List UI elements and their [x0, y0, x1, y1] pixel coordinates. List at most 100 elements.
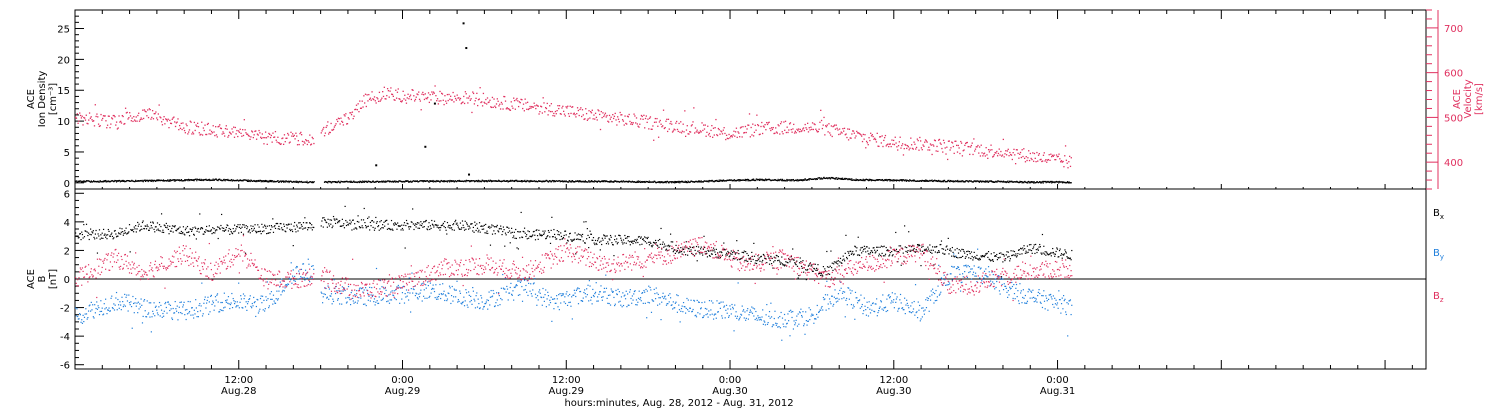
velocity-point — [116, 128, 119, 130]
density-point — [781, 178, 784, 181]
density-point — [268, 181, 270, 183]
velocity-point — [993, 154, 995, 156]
field-bx-point — [934, 246, 936, 248]
density-point — [1036, 181, 1039, 183]
velocity-point — [82, 124, 84, 126]
field-bx-point — [1039, 243, 1041, 246]
field-bx-point — [729, 255, 731, 257]
field-bx-point — [895, 248, 898, 250]
field-bx-point — [709, 255, 711, 257]
field-bx-point — [832, 269, 834, 272]
field-bx-point — [738, 253, 740, 255]
velocity-point — [462, 101, 464, 103]
field-bx-point — [970, 251, 973, 253]
velocity-point — [191, 133, 193, 135]
field-bx-point — [186, 225, 189, 228]
density-point — [473, 180, 475, 182]
velocity-point — [714, 127, 716, 129]
field-bx-point — [979, 258, 981, 261]
velocity-point — [812, 128, 815, 131]
density-point — [863, 179, 865, 182]
density-point — [684, 180, 686, 182]
field-by-point — [268, 305, 270, 307]
field-bx-point — [357, 215, 359, 217]
field-by-point — [173, 312, 175, 314]
field-bx-point — [437, 224, 439, 226]
velocity-point — [992, 155, 995, 157]
field-bx-point — [793, 259, 795, 261]
velocity-point — [445, 102, 448, 104]
field-bx-point — [158, 224, 161, 226]
velocity-point — [475, 97, 477, 99]
field-bx-point — [114, 229, 116, 232]
field-bx-point — [722, 248, 724, 251]
field-bx-point — [644, 241, 646, 243]
field-bx-point — [109, 235, 111, 237]
field-bx-point — [648, 241, 650, 243]
velocity-point — [757, 123, 759, 126]
velocity-point — [436, 98, 439, 100]
velocity-point — [233, 126, 235, 128]
field-bx-point — [921, 246, 923, 248]
field-bx-point — [513, 235, 515, 237]
field-bx-point — [1035, 243, 1037, 246]
velocity-point — [982, 155, 984, 157]
density-point — [660, 181, 662, 184]
velocity-point — [648, 117, 651, 119]
field-bx-point — [850, 253, 853, 255]
field-bx-point — [84, 230, 86, 232]
field-by-point — [248, 298, 251, 300]
field-bx-point — [448, 227, 451, 229]
density-point — [503, 179, 505, 182]
field-bx-point — [890, 247, 892, 249]
field-bx-point — [925, 248, 928, 250]
velocity-point — [264, 137, 266, 139]
field-bx-point — [694, 249, 696, 252]
density-point — [808, 178, 810, 180]
field-bx-point — [298, 222, 300, 224]
field-bx-point — [828, 266, 830, 268]
field-bx-point — [775, 257, 777, 259]
field-bx-point — [812, 270, 814, 273]
velocity-point — [458, 97, 460, 99]
velocity-point — [1023, 157, 1026, 160]
field-bx-point — [231, 232, 233, 234]
velocity-point — [877, 145, 879, 147]
density-point — [700, 181, 702, 183]
density-point — [267, 181, 269, 183]
velocity-point — [672, 130, 675, 132]
field-bx-point — [223, 227, 225, 230]
density-point — [765, 179, 767, 182]
density-point — [202, 179, 204, 182]
field-bx-point — [583, 221, 585, 223]
field-bx-point — [301, 225, 303, 228]
velocity-point — [542, 97, 544, 99]
velocity-point — [440, 100, 442, 102]
velocity-point — [365, 105, 367, 108]
density-point — [1033, 181, 1035, 183]
field-by-point — [145, 316, 147, 318]
field-bx-point — [821, 274, 823, 276]
velocity-point — [874, 138, 877, 141]
velocity-point — [427, 92, 430, 94]
field-bx-point — [674, 249, 676, 251]
velocity-point — [413, 95, 415, 97]
field-bx-point — [653, 242, 655, 244]
density-point — [796, 180, 798, 182]
density-point — [963, 180, 965, 182]
velocity-point — [726, 137, 729, 140]
velocity-point — [862, 133, 864, 136]
field-bx-point — [244, 226, 246, 228]
velocity-point — [284, 141, 286, 143]
field-bx-point — [284, 230, 286, 232]
field-bx-point — [1049, 253, 1051, 255]
density-point — [384, 181, 386, 183]
velocity-point — [251, 130, 253, 132]
field-by-point — [223, 292, 225, 294]
field-by-point — [180, 301, 182, 303]
field-bx-point — [259, 230, 261, 233]
velocity-point — [78, 120, 80, 122]
field-bx-point — [462, 224, 464, 226]
field-bx-point — [581, 233, 584, 236]
field-bx-point — [1009, 260, 1011, 262]
